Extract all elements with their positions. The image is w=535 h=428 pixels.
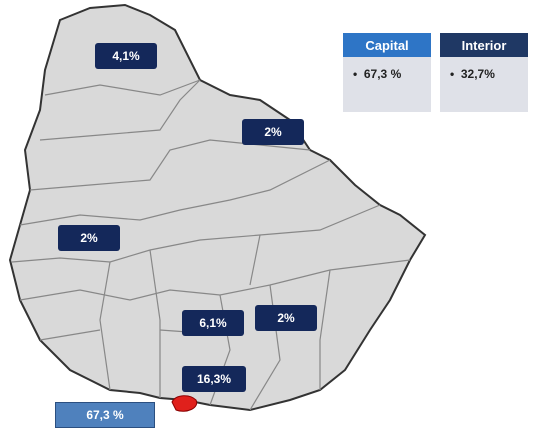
legend-item: Capital 67,3 %: [343, 33, 431, 112]
capital-area: [171, 395, 198, 412]
legend-value: 67,3 %: [343, 57, 431, 112]
capital-label: 67,3 %: [55, 402, 155, 428]
region-label: 16,3%: [182, 366, 246, 392]
region-label: 2%: [58, 225, 120, 251]
legend-item: Interior 32,7%: [440, 33, 528, 112]
region-label: 6,1%: [182, 310, 244, 336]
legend-header: Interior: [440, 33, 528, 57]
legend-header: Capital: [343, 33, 431, 57]
country-outline: [8, 3, 427, 412]
region-label: 2%: [255, 305, 317, 331]
region-label: 2%: [242, 119, 304, 145]
legend-value: 32,7%: [440, 57, 528, 112]
region-label: 4,1%: [95, 43, 157, 69]
